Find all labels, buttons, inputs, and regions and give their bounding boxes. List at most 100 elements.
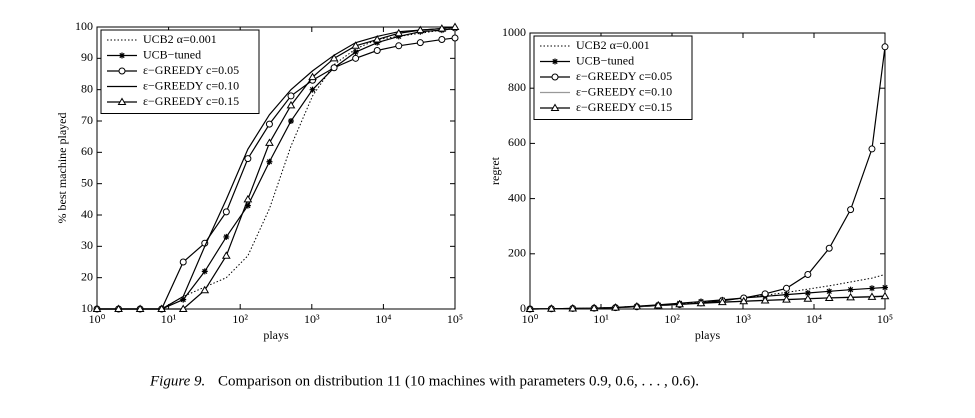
legend-box <box>533 35 693 120</box>
marker <box>760 295 770 304</box>
x-axis-label: plays <box>263 328 289 342</box>
marker <box>451 34 459 42</box>
marker <box>179 258 187 266</box>
marker <box>265 138 274 146</box>
marker <box>437 24 447 32</box>
marker <box>825 244 833 252</box>
y-tick-label: 800 <box>508 80 526 94</box>
marker <box>244 155 252 163</box>
marker <box>265 120 273 128</box>
marker <box>286 100 296 109</box>
plot-frame <box>529 32 886 310</box>
y-tick-label: 100 <box>75 19 93 33</box>
marker <box>309 86 316 93</box>
legend-label: ε−GREEDY c=0.15 <box>143 94 239 108</box>
y-tick-label: 200 <box>508 246 526 260</box>
marker <box>416 39 424 47</box>
legend-box <box>100 29 260 114</box>
marker <box>882 284 888 291</box>
marker <box>415 25 425 34</box>
marker <box>867 292 877 300</box>
marker <box>352 49 359 56</box>
marker <box>118 67 126 75</box>
x-tick-label: 10¹ <box>593 312 609 326</box>
marker <box>92 304 102 312</box>
marker <box>550 103 560 111</box>
marker <box>589 303 599 312</box>
marker <box>201 268 208 275</box>
marker <box>846 292 855 301</box>
legend-label: UCB−tuned <box>576 53 634 67</box>
x-tick-label: 10⁴ <box>375 312 391 326</box>
y-tick-label: 90 <box>81 50 93 64</box>
legend-label: UCB2 α=0.001 <box>576 38 650 52</box>
marker <box>352 54 360 62</box>
marker <box>696 298 706 307</box>
legend-label: ε−GREEDY c=0.05 <box>143 63 239 77</box>
marker <box>117 97 127 105</box>
x-tick-label: 10⁴ <box>806 312 822 326</box>
marker <box>611 303 620 311</box>
legend-label: ε−GREEDY c=0.10 <box>576 84 672 98</box>
y-tick-label: 20 <box>81 269 93 283</box>
marker <box>826 288 833 295</box>
marker <box>287 92 295 100</box>
marker <box>568 303 578 312</box>
marker <box>782 284 790 292</box>
y-tick-label: 400 <box>508 190 526 204</box>
x-tick-label: 10⁵ <box>877 312 893 326</box>
plot-frame <box>96 26 456 310</box>
marker <box>739 296 749 305</box>
marker <box>717 297 727 306</box>
marker <box>243 194 253 203</box>
legend-label: UCB−tuned <box>143 47 201 61</box>
x-tick-label: 10⁰ <box>522 312 539 326</box>
legend-label: ε−GREEDY c=0.10 <box>143 78 239 92</box>
marker <box>395 42 403 50</box>
marker <box>847 206 855 214</box>
caption-text: Comparison on distribution 11 (10 machin… <box>218 373 699 389</box>
marker <box>551 73 559 81</box>
y-tick-label: 600 <box>508 135 526 149</box>
marker <box>880 291 890 300</box>
marker <box>438 36 446 44</box>
marker <box>287 118 294 124</box>
marker <box>374 39 381 46</box>
x-tick-label: 10² <box>664 312 680 326</box>
marker <box>223 233 230 240</box>
marker <box>135 304 145 312</box>
marker <box>881 43 889 51</box>
y-tick-label: 10 <box>81 301 93 315</box>
legend-label: ε−GREEDY c=0.05 <box>576 69 672 83</box>
marker <box>395 33 402 40</box>
marker <box>632 302 642 310</box>
marker <box>373 47 381 54</box>
x-tick-label: 10³ <box>304 312 320 326</box>
x-tick-label: 10¹ <box>161 312 177 326</box>
x-axis-label: plays <box>695 328 721 342</box>
legend-label: ε−GREEDY c=0.15 <box>576 100 672 114</box>
marker <box>804 289 811 296</box>
series-line <box>97 28 456 310</box>
marker <box>329 53 339 62</box>
marker <box>119 52 125 59</box>
series-line <box>529 295 886 310</box>
legend-label: UCB2 α=0.001 <box>143 32 217 46</box>
y-tick-label: 80 <box>81 81 93 95</box>
marker <box>351 41 361 49</box>
y-tick-label: 1000 <box>502 25 526 39</box>
y-tick-label: 70 <box>81 113 93 127</box>
marker <box>675 299 684 308</box>
marker <box>308 72 317 81</box>
marker <box>804 271 812 278</box>
marker <box>372 35 382 43</box>
y-tick-label: 40 <box>81 207 93 221</box>
marker <box>330 64 338 72</box>
marker <box>114 304 123 312</box>
series-line <box>97 26 456 310</box>
x-tick-label: 10² <box>232 312 248 326</box>
marker <box>783 291 790 298</box>
y-tick-label: 50 <box>81 175 93 189</box>
marker <box>525 304 535 312</box>
